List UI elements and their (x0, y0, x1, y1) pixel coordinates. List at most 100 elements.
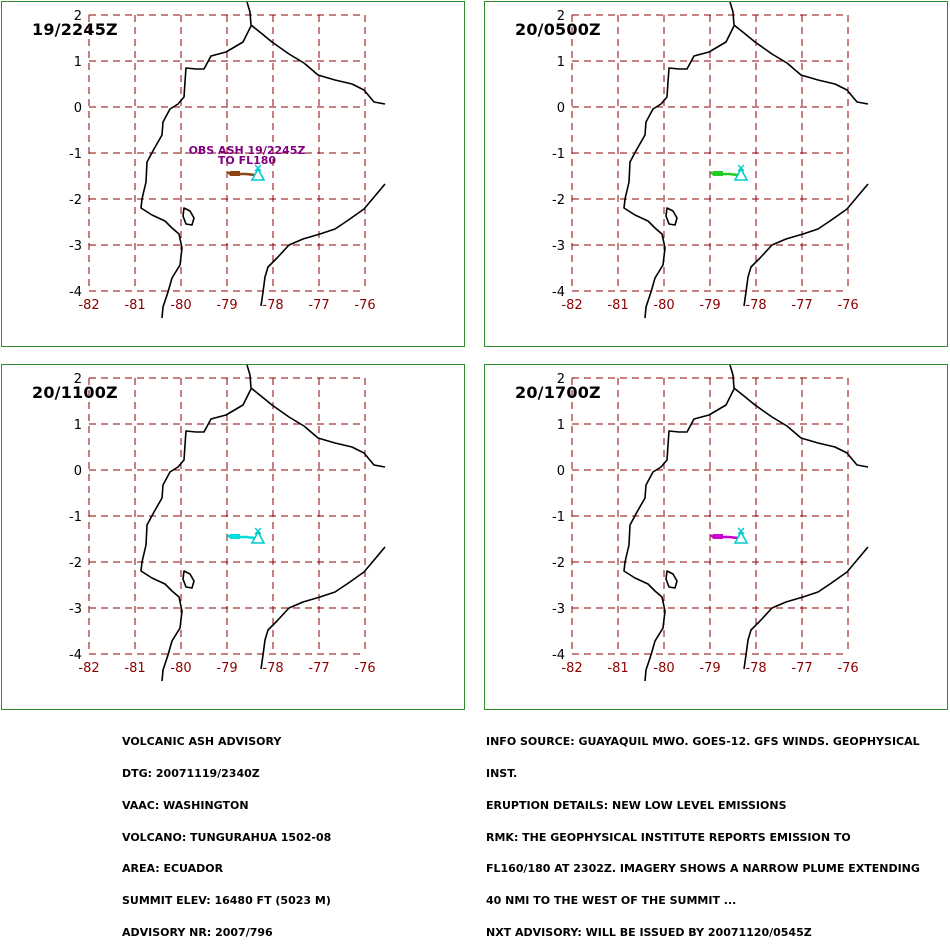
volcano-triangle-icon (250, 167, 266, 181)
advisory-line: ADVISORY NR: 2007/796 (122, 925, 273, 939)
latitude-tick-label: 2 (74, 372, 82, 387)
coastline-borders (140, 2, 386, 319)
advisory-line: VAAC: WASHINGTON (122, 798, 249, 812)
longitude-tick-label: -77 (308, 298, 329, 313)
obs-ash-label: TO FL180 (218, 154, 277, 167)
latitude-tick-label: -4 (552, 285, 565, 300)
lat-lon-grid (571, 377, 849, 655)
latitude-tick-label: -3 (552, 239, 565, 254)
latitude-tick-label: 1 (557, 55, 565, 70)
latitude-tick-label: 1 (74, 418, 82, 433)
map-panel-4: -82 -81 -80 -79 -78 -77 -76 2 1 0 -1 -2 -3 -4 20/1700… (484, 364, 948, 710)
latitude-tick-label: 0 (74, 464, 82, 479)
island-outline (665, 207, 678, 226)
coastline-borders (623, 365, 869, 682)
border-line (246, 2, 386, 105)
latitude-tick-label: 1 (557, 418, 565, 433)
advisory-line: AREA: ECUADOR (122, 862, 224, 876)
obs-ash-label: OBS ASH 19/2245Z (189, 144, 306, 157)
advisory-line: VOLCANO: TUNGURAHUA 1502-08 (122, 830, 332, 844)
longitude-tick-label: -79 (216, 298, 237, 313)
coastline-borders (140, 365, 386, 682)
longitude-tick-label: -80 (653, 661, 674, 676)
coastline-borders (623, 2, 869, 319)
advisory-line: 40 NMI TO THE WEST OF THE SUMMIT ... (486, 894, 737, 908)
longitude-tick-label: -80 (170, 661, 191, 676)
panel-time-label: 20/0500Z (515, 20, 601, 39)
latitude-tick-label: 0 (557, 464, 565, 479)
longitude-tick-label: -79 (216, 661, 237, 676)
map-canvas: -82 -81 -80 -79 -78 -77 -76 2 1 0 -1 -2 -3 -4 (552, 2, 869, 319)
border-line (729, 2, 869, 105)
volcano-triangle-icon (733, 167, 749, 181)
longitude-tick-label: -81 (124, 298, 145, 313)
advisory-line: FL160/180 AT 2302Z. IMAGERY SHOWS A NARR… (486, 862, 920, 876)
island-outline (182, 570, 195, 589)
border-line (729, 365, 869, 468)
latitude-tick-label: 0 (74, 101, 82, 116)
border-line (260, 183, 386, 307)
longitude-tick-label: -78 (262, 661, 283, 676)
volcano-triangle-icon (733, 530, 749, 544)
volcano-summit-icon (254, 164, 262, 172)
advisory-left-block: VOLCANIC ASH ADVISORY DTG: 20071119/2340… (122, 716, 331, 949)
longitude-tick-label: -77 (308, 661, 329, 676)
border-line (743, 183, 869, 307)
border-line (246, 365, 386, 468)
ash-plume-head (713, 171, 723, 176)
advisory-line: INFO SOURCE: GUAYAQUIL MWO. GOES-12. GFS… (486, 735, 920, 749)
map-canvas: -82 -81 -80 -79 -78 -77 -76 2 1 0 -1 -2 -3 -4 (69, 365, 386, 682)
latitude-tick-label: -2 (552, 193, 565, 208)
longitude-tick-label: -77 (791, 298, 812, 313)
latitude-tick-label: 2 (557, 9, 565, 24)
longitude-tick-label: -79 (699, 661, 720, 676)
border-line (743, 546, 869, 670)
longitude-tick-label: -82 (561, 298, 582, 313)
longitude-tick-label: -76 (354, 661, 375, 676)
latitude-tick-label: 2 (74, 9, 82, 24)
advisory-line: VOLCANIC ASH ADVISORY (122, 735, 282, 749)
map-canvas: -82 -81 -80 -79 -78 -77 -76 2 1 0 -1 -2 -3 -4 OBS ASH … (69, 2, 386, 319)
longitude-tick-label: -78 (745, 661, 766, 676)
ash-plume-head (230, 534, 240, 539)
panel-time-label: 20/1100Z (32, 383, 118, 402)
border-line (260, 546, 386, 670)
longitude-tick-label: -76 (837, 298, 858, 313)
latitude-tick-label: -4 (552, 648, 565, 663)
advisory-line: NXT ADVISORY: WILL BE ISSUED BY 20071120… (486, 925, 812, 939)
advisory-line: SUMMIT ELEV: 16480 FT (5023 M) (122, 894, 331, 908)
coastline (140, 25, 252, 319)
latitude-tick-label: -2 (552, 556, 565, 571)
longitude-tick-label: -77 (791, 661, 812, 676)
longitude-tick-label: -80 (170, 298, 191, 313)
latitude-tick-label: 0 (557, 101, 565, 116)
ash-plume-head (713, 534, 723, 539)
longitude-tick-label: -82 (78, 661, 99, 676)
longitude-tick-label: -82 (78, 298, 99, 313)
longitude-tick-label: -78 (262, 298, 283, 313)
latitude-tick-label: 1 (74, 55, 82, 70)
advisory-right-block: INFO SOURCE: GUAYAQUIL MWO. GOES-12. GFS… (486, 716, 920, 949)
coastline (623, 25, 735, 319)
latitude-tick-label: -1 (69, 510, 82, 525)
map-panel-2: -82 -81 -80 -79 -78 -77 -76 2 1 0 -1 -2 -3 -4 20/0500… (484, 1, 948, 347)
longitude-tick-label: -81 (124, 661, 145, 676)
latitude-tick-label: -2 (69, 193, 82, 208)
panel-time-label: 20/1700Z (515, 383, 601, 402)
longitude-tick-label: -78 (745, 298, 766, 313)
longitude-tick-label: -81 (607, 661, 628, 676)
latitude-tick-label: -4 (69, 285, 82, 300)
island-outline (182, 207, 195, 226)
volcano-summit-icon (737, 527, 745, 535)
map-canvas: -82 -81 -80 -79 -78 -77 -76 2 1 0 -1 -2 -3 -4 (552, 365, 869, 682)
panel-time-label: 19/2245Z (32, 20, 118, 39)
longitude-tick-label: -79 (699, 298, 720, 313)
map-panel-1: -82 -81 -80 -79 -78 -77 -76 2 1 0 -1 -2 -3 -4 OBS ASH … (1, 1, 465, 347)
latitude-tick-label: -1 (552, 147, 565, 162)
advisory-line: RMK: THE GEOPHYSICAL INSTITUTE REPORTS E… (486, 830, 851, 844)
longitude-tick-label: -82 (561, 661, 582, 676)
volcano-summit-icon (737, 164, 745, 172)
advisory-line: DTG: 20071119/2340Z (122, 766, 260, 780)
latitude-tick-label: -1 (552, 510, 565, 525)
island-outline (665, 570, 678, 589)
